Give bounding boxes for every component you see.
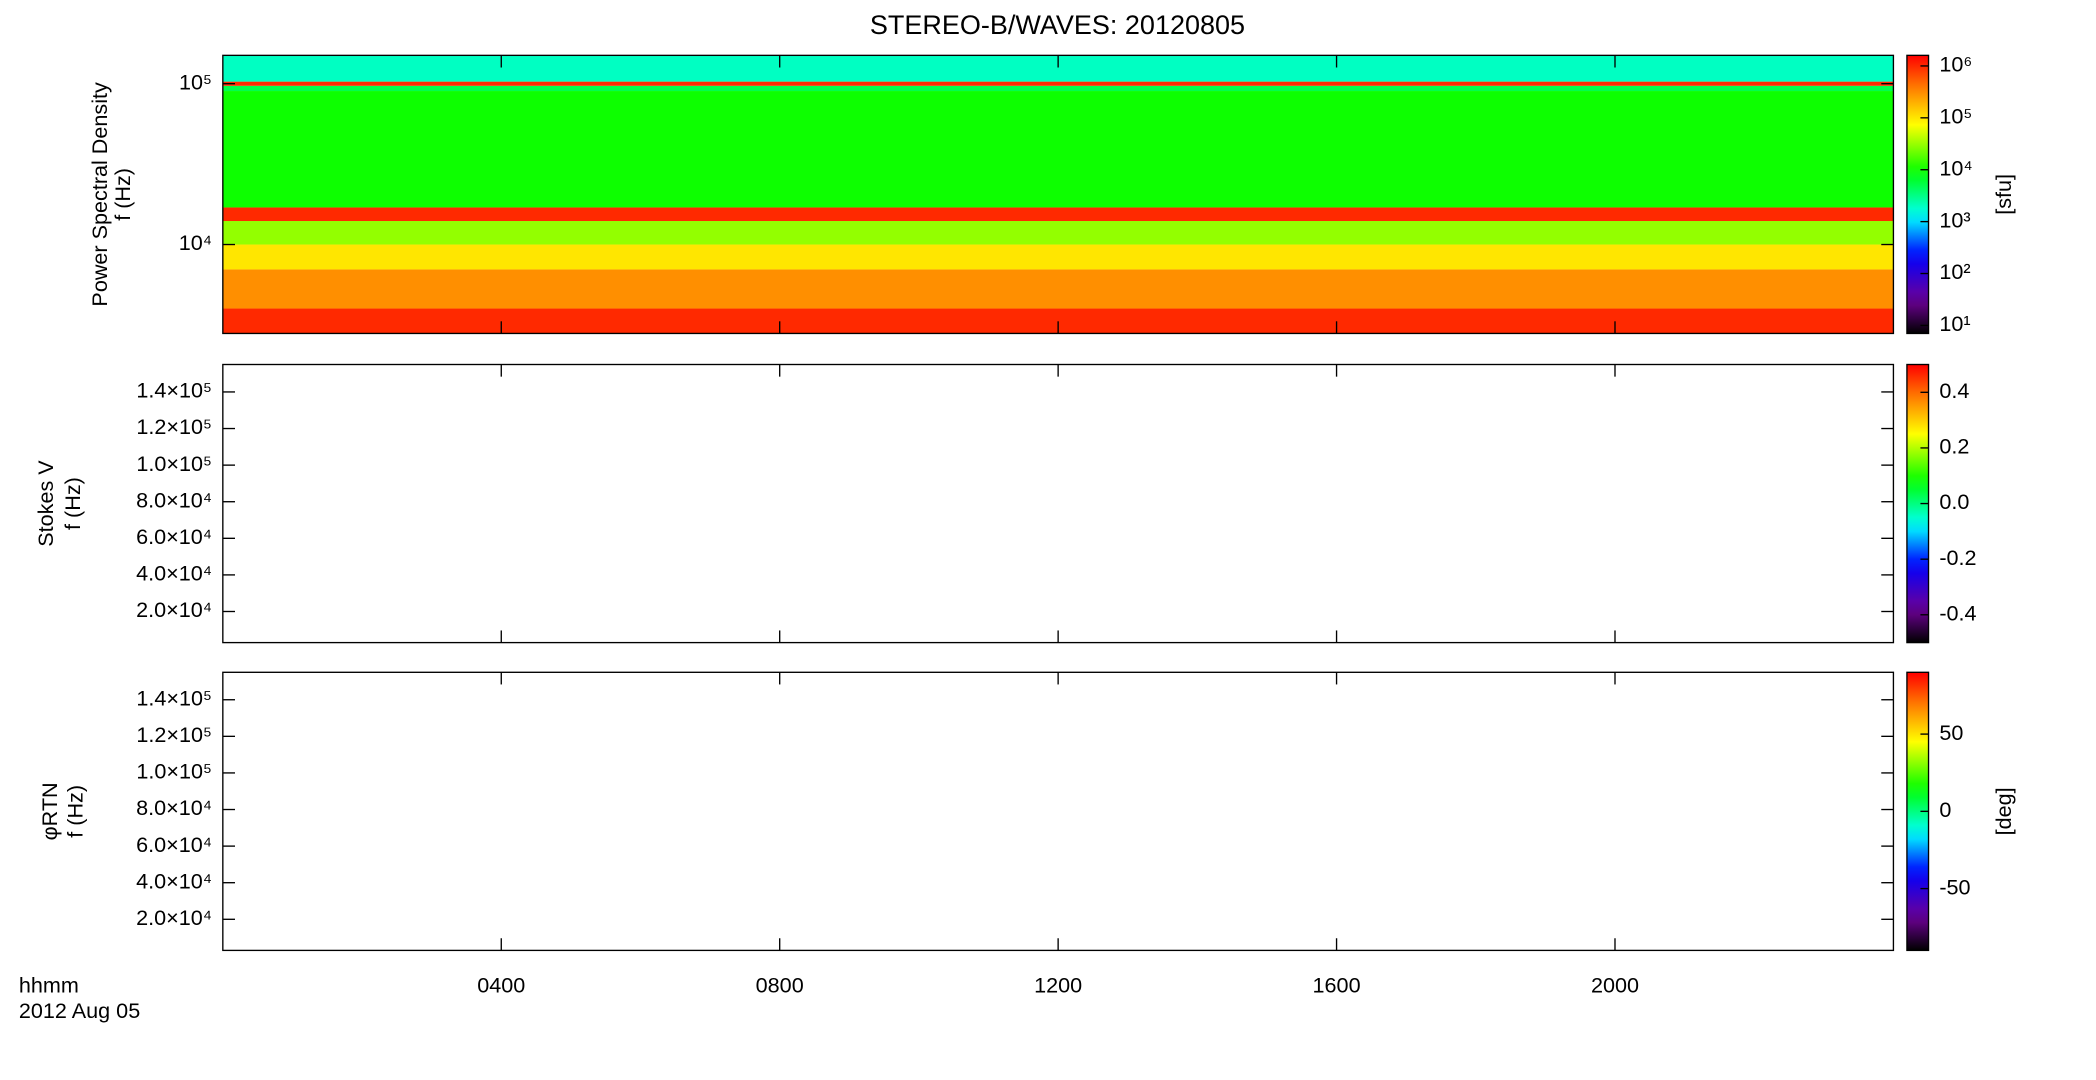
y-tick-label: 4.0×10⁴ <box>136 561 212 586</box>
x-tick-label: 0800 <box>756 973 804 998</box>
colorbar-tick-label: 10⁴ <box>1939 155 1972 180</box>
date-label: 2012 Aug 05 <box>19 998 140 1023</box>
plot-frame <box>222 671 1895 952</box>
y-tick-label: 10⁵ <box>179 69 212 94</box>
x-tick-label: 0400 <box>477 973 525 998</box>
spectrogram-band <box>222 81 1894 86</box>
spectrogram-band <box>222 85 1894 92</box>
colorbar-tick-label: 0.2 <box>1939 434 1969 459</box>
plot-frame <box>222 363 1895 644</box>
y-tick-label: 10⁴ <box>179 230 212 255</box>
spectrogram-band <box>222 244 1894 270</box>
colorbar-tick-label: -50 <box>1939 874 1970 899</box>
x-axis-label: hhmm <box>19 973 79 998</box>
colorbar-label: [deg] <box>1991 787 2016 835</box>
spectrogram-band <box>222 221 1894 245</box>
colorbar-tick-label: 50 <box>1939 720 1963 745</box>
colorbar-tick-label: 10⁶ <box>1939 52 1972 77</box>
colorbar-tick-label: 0.4 <box>1939 378 1969 403</box>
y-axis-label: Stokes V <box>33 460 58 547</box>
y-axis-label: f (Hz) <box>63 785 88 838</box>
y-axis-label: f (Hz) <box>110 168 135 221</box>
y-tick-label: 8.0×10⁴ <box>136 795 212 820</box>
y-tick-label: 2.0×10⁴ <box>136 597 212 622</box>
y-tick-label: 1.0×10⁵ <box>136 451 212 476</box>
y-tick-label: 4.0×10⁴ <box>136 868 212 893</box>
colorbar-tick-label: 10² <box>1939 259 1970 284</box>
y-tick-label: 6.0×10⁴ <box>136 524 212 549</box>
spectrogram-band <box>222 91 1894 208</box>
colorbar-tick-label: 10⁵ <box>1939 104 1972 129</box>
colorbar-tick-label: 10³ <box>1939 207 1970 232</box>
y-tick-label: 8.0×10⁴ <box>136 487 212 512</box>
y-tick-label: 1.0×10⁵ <box>136 759 212 784</box>
y-axis-label: φRTN <box>37 782 62 840</box>
y-axis-label: f (Hz) <box>60 477 85 530</box>
spectrogram-band <box>222 207 1894 222</box>
y-tick-label: 6.0×10⁴ <box>136 832 212 857</box>
y-tick-label: 1.2×10⁵ <box>136 722 212 747</box>
colorbar-tick-label: 0.0 <box>1939 489 1969 514</box>
colorbar-tick-label: -0.2 <box>1939 545 1976 570</box>
y-tick-label: 2.0×10⁴ <box>136 905 212 930</box>
colorbar-label: [sfu] <box>1991 174 2016 215</box>
y-tick-label: 1.4×10⁵ <box>136 685 212 710</box>
x-tick-label: 2000 <box>1591 973 1639 998</box>
x-tick-label: 1200 <box>1034 973 1082 998</box>
colorbar-tick-label: 0 <box>1939 797 1951 822</box>
y-tick-label: 1.4×10⁵ <box>136 378 212 403</box>
y-axis-label: Power Spectral Density <box>87 82 112 307</box>
y-tick-label: 1.2×10⁵ <box>136 414 212 439</box>
colorbar <box>1906 54 1930 335</box>
colorbar-tick-label: 10¹ <box>1939 311 1970 336</box>
x-tick-label: 1600 <box>1313 973 1361 998</box>
chart-title: STEREO-B/WAVES: 20120805 <box>870 10 1245 40</box>
colorbar-tick-label: -0.4 <box>1939 600 1976 625</box>
spectrogram-band <box>222 269 1894 309</box>
